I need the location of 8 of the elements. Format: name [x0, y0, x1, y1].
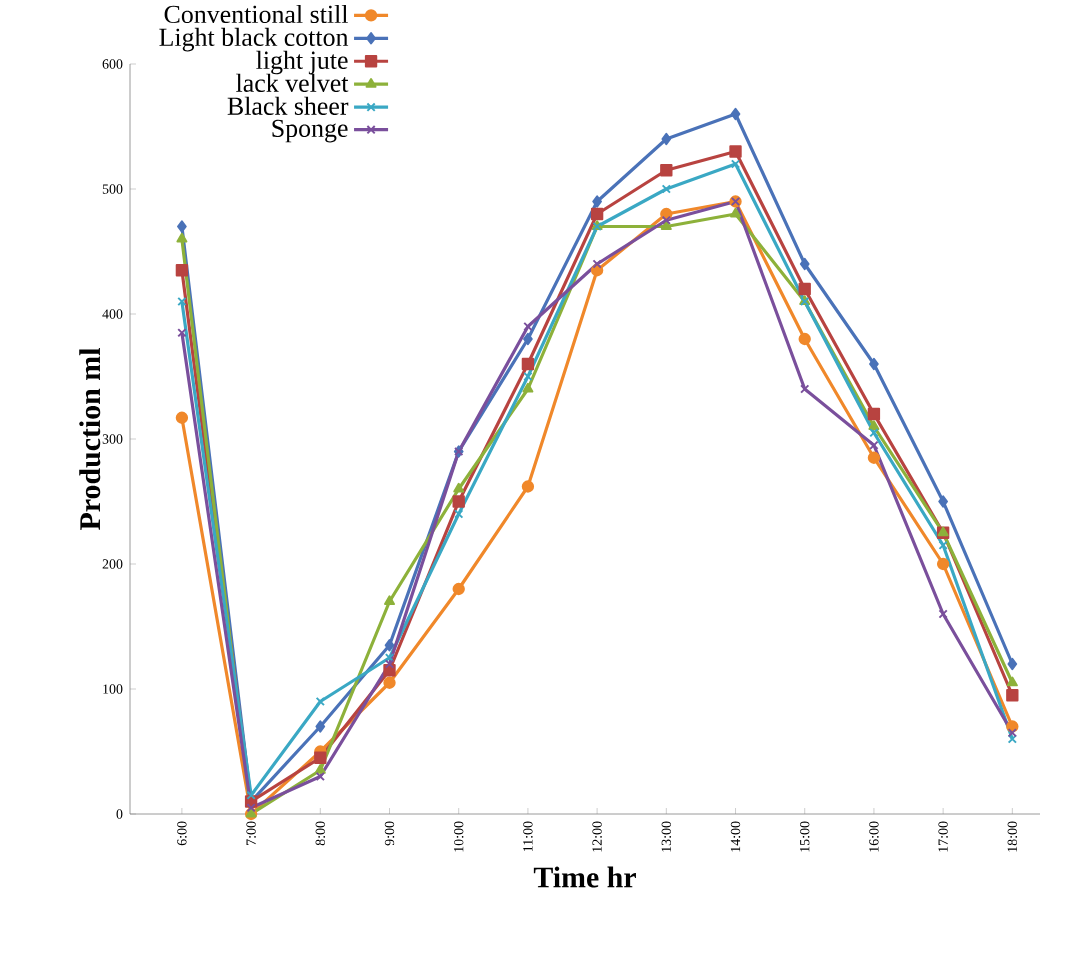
- legend-label: Light black cotton: [159, 27, 349, 52]
- legend-label: lack velvet: [236, 73, 349, 92]
- legend-label: light jute: [256, 50, 348, 75]
- legend-label: Sponge: [272, 119, 348, 143]
- legend-label: Conventional still: [164, 4, 348, 24]
- x-axis-title: Time hr: [533, 866, 636, 888]
- legend-label: Black sheer: [227, 96, 349, 115]
- y-axis-title: Production ml: [79, 348, 101, 530]
